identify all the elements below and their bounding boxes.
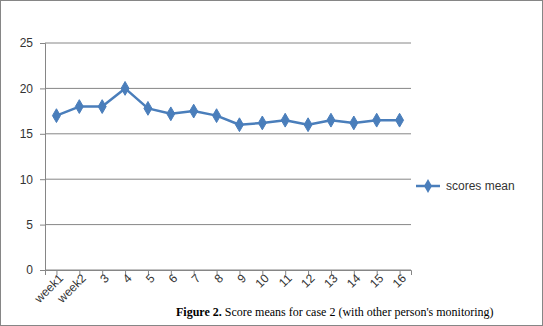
series-marker — [213, 109, 221, 123]
x-tick: week2 — [54, 270, 89, 306]
series-marker — [52, 109, 60, 123]
x-tick-label: 3 — [97, 271, 112, 286]
y-tick-mark — [40, 270, 45, 271]
grid-line — [45, 133, 411, 134]
chart: 0510152025week1week234567891011121314151… — [0, 0, 543, 326]
series-marker — [281, 113, 289, 127]
x-tick-label: 5 — [143, 271, 158, 286]
x-tick: 3 — [97, 270, 112, 286]
x-tick-label: 13 — [321, 271, 341, 291]
series-marker — [258, 116, 266, 130]
x-tick: 8 — [212, 270, 227, 286]
y-tick: 15 — [20, 127, 45, 141]
series-marker — [396, 113, 404, 127]
x-axis: week1week2345678910111213141516 — [31, 270, 412, 306]
series-marker — [327, 113, 335, 127]
x-tick-label: 14 — [344, 271, 364, 291]
x-tick: 7 — [189, 270, 204, 286]
x-tick: 11 — [276, 270, 295, 290]
x-tick-label: 15 — [367, 271, 387, 291]
series-marker — [121, 81, 129, 95]
grid-line — [45, 224, 411, 225]
x-tick-label: 8 — [212, 271, 227, 286]
x-tick: 6 — [166, 270, 181, 286]
series-marker — [144, 101, 152, 115]
y-tick-label: 0 — [26, 263, 33, 277]
chart-title: Figure 2. Score means for case 2 (with o… — [176, 305, 494, 319]
y-tick-label: 20 — [20, 82, 34, 96]
y-tick: 10 — [20, 173, 45, 187]
series-marker — [304, 118, 312, 132]
y-tick-mark — [40, 43, 45, 44]
x-tick-label: 6 — [166, 271, 181, 286]
y-tick-mark — [40, 225, 45, 226]
x-tick-label: 10 — [253, 271, 273, 291]
y-tick-label: 25 — [20, 36, 34, 50]
series-marker — [167, 107, 175, 121]
x-tick-label: 12 — [298, 271, 318, 291]
x-tick: 10 — [253, 270, 273, 291]
x-tick: 13 — [321, 270, 341, 291]
grid-line — [45, 179, 411, 180]
series-marker — [235, 118, 243, 132]
grid-line — [45, 88, 411, 89]
x-tick-label: 7 — [189, 271, 204, 286]
x-tick: 16 — [390, 270, 410, 291]
plot-area — [52, 81, 403, 131]
x-tick-label: 16 — [390, 271, 410, 291]
y-tick: 0 — [26, 263, 45, 277]
x-tick-label: 4 — [120, 271, 135, 286]
grid-line — [45, 43, 411, 44]
y-tick-label: 5 — [26, 218, 33, 232]
x-tick: 15 — [367, 270, 387, 291]
y-tick-label: 15 — [20, 127, 34, 141]
series-marker — [373, 113, 381, 127]
legend: scores mean — [416, 179, 515, 193]
x-tick: 14 — [344, 270, 364, 291]
y-tick: 5 — [26, 218, 45, 232]
x-tick: 4 — [120, 270, 135, 286]
series-line — [56, 88, 399, 124]
series-marker — [75, 100, 83, 114]
series-marker — [190, 104, 198, 118]
x-tick: 9 — [234, 270, 249, 286]
y-axis-line — [40, 44, 46, 271]
chart-border — [1, 1, 543, 326]
x-tick-label: 9 — [234, 271, 249, 286]
y-tick-mark — [40, 134, 45, 135]
x-tick: 12 — [298, 270, 318, 291]
x-tick: 5 — [143, 270, 158, 286]
legend-label: scores mean — [446, 179, 515, 193]
y-tick-mark — [40, 88, 45, 89]
y-tick: 25 — [20, 36, 45, 50]
series-marker — [98, 100, 106, 114]
x-tick-label: 11 — [276, 271, 295, 290]
grid — [45, 43, 411, 270]
y-tick-label: 10 — [20, 173, 34, 187]
series-marker — [350, 116, 358, 130]
y-tick-mark — [40, 179, 45, 180]
y-axis: 0 5 10 15 20 25 — [20, 36, 46, 277]
y-tick: 20 — [20, 82, 45, 96]
x-tick-label: week2 — [54, 271, 89, 306]
legend-marker — [424, 179, 432, 193]
